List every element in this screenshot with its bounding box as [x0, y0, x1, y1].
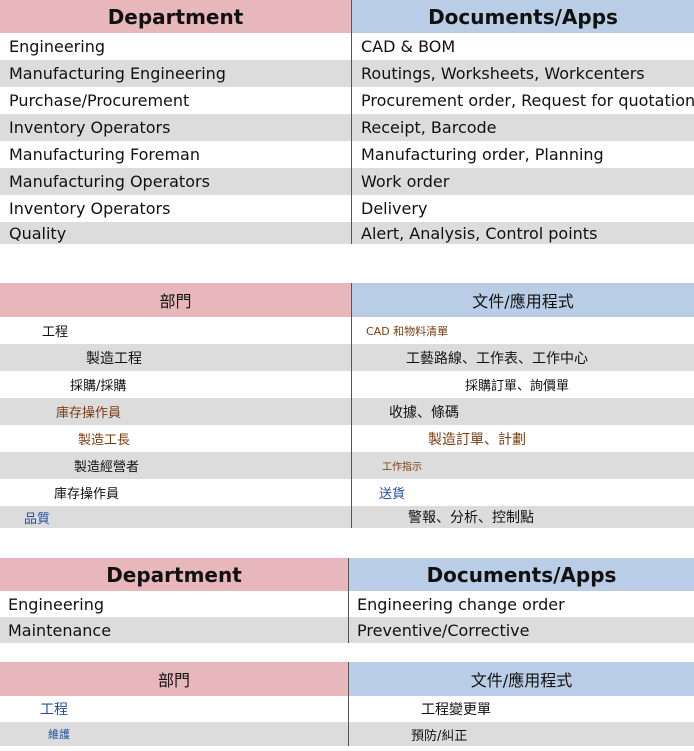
- table-row: Inventory Operators Receipt, Barcode: [0, 114, 694, 141]
- cell-department: Manufacturing Operators: [0, 168, 351, 195]
- cell-documents: Manufacturing order, Planning: [351, 141, 694, 168]
- table-row: Engineering Engineering change order: [0, 591, 694, 617]
- cell-documents: Routings, Worksheets, Workcenters: [351, 60, 694, 87]
- header-department: Department: [0, 0, 351, 33]
- cell-documents: Work order: [351, 168, 694, 195]
- cell-documents: 製造訂單、計劃: [351, 425, 694, 452]
- cell-documents: Receipt, Barcode: [351, 114, 694, 141]
- cell-documents: Procurement order, Request for quotation: [351, 87, 694, 114]
- cell-documents: 工作指示: [351, 452, 694, 479]
- cell-department: 庫存操作員: [0, 398, 351, 425]
- cell-department: 維護: [0, 722, 348, 746]
- header-department: 部門: [0, 662, 348, 696]
- cell-department: Manufacturing Engineering: [0, 60, 351, 87]
- table-row: Manufacturing Foreman Manufacturing orde…: [0, 141, 694, 168]
- cell-department: Engineering: [0, 591, 348, 617]
- cell-documents: 送貨: [351, 479, 694, 506]
- cell-documents: 工藝路線、工作表、工作中心: [351, 344, 694, 371]
- cell-department: 製造工長: [0, 425, 351, 452]
- table-row: 製造經營者 工作指示: [0, 452, 694, 479]
- table-row: Purchase/Procurement Procurement order, …: [0, 87, 694, 114]
- cell-department: 製造工程: [0, 344, 351, 371]
- cell-department: 品質: [0, 506, 351, 528]
- table-departments-zh: 部門 文件/應用程式 工程 CAD 和物料清單 製造工程 工藝路線、工作表、工作…: [0, 283, 694, 528]
- table-header: 部門 文件/應用程式: [0, 283, 694, 317]
- table-header: 部門 文件/應用程式: [0, 662, 694, 696]
- cell-department: Purchase/Procurement: [0, 87, 351, 114]
- table-row: 品質 警報、分析、控制點: [0, 506, 694, 528]
- header-documents-apps: Documents/Apps: [348, 558, 694, 591]
- cell-department: Quality: [0, 222, 351, 244]
- table-departments-en: Department Documents/Apps Engineering CA…: [0, 0, 694, 244]
- table-row: Maintenance Preventive/Corrective: [0, 617, 694, 643]
- table-row: 採購/採購 採購訂單、詢價單: [0, 371, 694, 398]
- table-departments-zh-2: 部門 文件/應用程式 工程 工程變更單 維護 預防/糾正: [0, 662, 694, 746]
- header-documents-apps: 文件/應用程式: [351, 283, 694, 317]
- cell-documents: Preventive/Corrective: [348, 617, 694, 643]
- cell-documents: Alert, Analysis, Control points: [351, 222, 694, 244]
- table-header: Department Documents/Apps: [0, 0, 694, 33]
- cell-documents: 收據、條碼: [351, 398, 694, 425]
- cell-department: Inventory Operators: [0, 114, 351, 141]
- cell-department: Engineering: [0, 33, 351, 60]
- header-documents-apps: 文件/應用程式: [348, 662, 694, 696]
- cell-documents: 預防/糾正: [348, 722, 694, 746]
- table-header: Department Documents/Apps: [0, 558, 694, 591]
- cell-documents: 警報、分析、控制點: [351, 506, 694, 528]
- cell-department: 工程: [0, 696, 348, 722]
- cell-department: 工程: [0, 317, 351, 344]
- table-row: 工程 CAD 和物料清單: [0, 317, 694, 344]
- table-row: 維護 預防/糾正: [0, 722, 694, 746]
- header-department: 部門: [0, 283, 351, 317]
- cell-documents: Delivery: [351, 195, 694, 222]
- table-departments-en-2: Department Documents/Apps Engineering En…: [0, 558, 694, 643]
- cell-department: 採購/採購: [0, 371, 351, 398]
- cell-department: Manufacturing Foreman: [0, 141, 351, 168]
- table-row: 製造工程 工藝路線、工作表、工作中心: [0, 344, 694, 371]
- cell-documents: CAD & BOM: [351, 33, 694, 60]
- cell-department: 庫存操作員: [0, 479, 351, 506]
- table-row: 庫存操作員 送貨: [0, 479, 694, 506]
- table-row: Engineering CAD & BOM: [0, 33, 694, 60]
- table-row: 製造工長 製造訂單、計劃: [0, 425, 694, 452]
- cell-documents: Engineering change order: [348, 591, 694, 617]
- table-row: 工程 工程變更單: [0, 696, 694, 722]
- table-row: Manufacturing Engineering Routings, Work…: [0, 60, 694, 87]
- cell-documents: CAD 和物料清單: [351, 317, 694, 344]
- cell-department: 製造經營者: [0, 452, 351, 479]
- cell-department: Maintenance: [0, 617, 348, 643]
- table-row: Manufacturing Operators Work order: [0, 168, 694, 195]
- header-department: Department: [0, 558, 348, 591]
- table-row: Inventory Operators Delivery: [0, 195, 694, 222]
- cell-department: Inventory Operators: [0, 195, 351, 222]
- table-row: 庫存操作員 收據、條碼: [0, 398, 694, 425]
- table-row: Quality Alert, Analysis, Control points: [0, 222, 694, 244]
- cell-documents: 採購訂單、詢價單: [351, 371, 694, 398]
- header-documents-apps: Documents/Apps: [351, 0, 694, 33]
- cell-documents: 工程變更單: [348, 696, 694, 722]
